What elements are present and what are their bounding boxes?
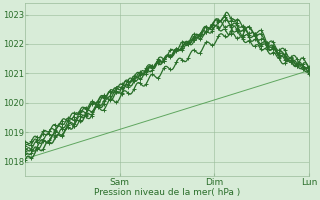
X-axis label: Pression niveau de la mer( hPa ): Pression niveau de la mer( hPa ) (94, 188, 240, 197)
